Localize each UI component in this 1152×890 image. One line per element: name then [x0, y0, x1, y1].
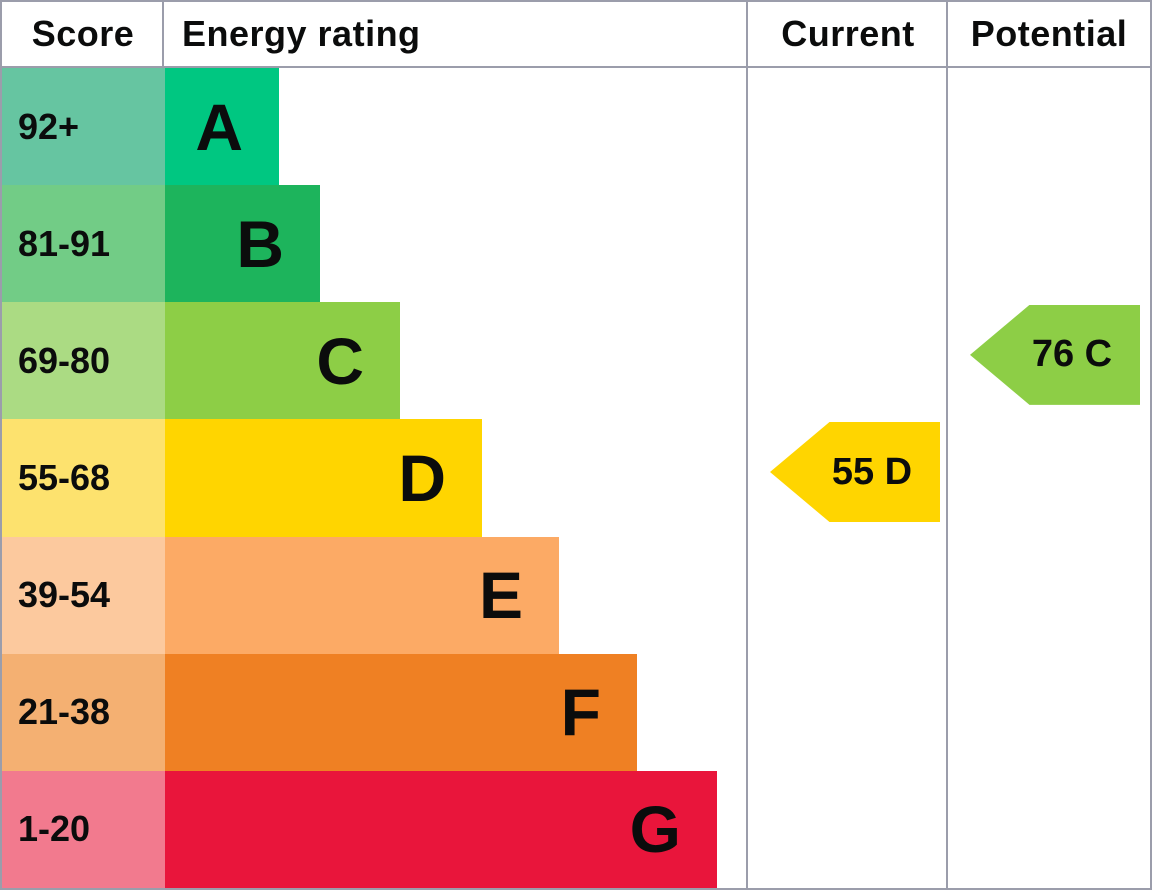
potential-rating-label: 76 C: [1031, 333, 1113, 376]
band-letter: B: [236, 206, 284, 281]
score-range: 55-68: [2, 419, 165, 537]
band-rows: 92+ A 81-91 B 69-80 C 55-68 D 39-54 E 21-38 F 1-20 G: [2, 68, 1150, 888]
score-range: 21-38: [2, 653, 165, 771]
band-row-f: 21-38 F: [2, 653, 1150, 771]
band-row-g: 1-20 G: [2, 770, 1150, 888]
band-letter: G: [629, 792, 681, 867]
rating-bar-f: F: [165, 653, 637, 771]
score-range: 69-80: [2, 302, 165, 420]
current-column-divider: [746, 2, 748, 888]
rating-bar-d: D: [165, 419, 482, 537]
band-row-c: 69-80 C: [2, 302, 1150, 420]
chart-header: Score Energy rating Current Potential: [2, 2, 1150, 68]
band-letter: F: [560, 675, 601, 750]
band-row-b: 81-91 B: [2, 185, 1150, 303]
band-letter: A: [195, 89, 243, 164]
band-letter: C: [316, 323, 364, 398]
potential-column-divider: [946, 2, 948, 888]
band-row-a: 92+ A: [2, 68, 1150, 186]
rating-bar-c: C: [165, 302, 400, 420]
band-row-e: 39-54 E: [2, 536, 1150, 654]
current-header: Current: [781, 13, 915, 54]
current-rating-label: 55 D: [831, 450, 913, 493]
band-letter: D: [398, 440, 446, 515]
rating-bar-e: E: [165, 536, 559, 654]
band-letter: E: [478, 558, 523, 633]
score-range: 81-91: [2, 185, 165, 303]
score-range: 92+: [2, 68, 165, 186]
rating-bar-b: B: [165, 185, 320, 303]
score-column-divider: [162, 2, 164, 66]
band-row-d: 55-68 D: [2, 419, 1150, 537]
rating-bar-a: A: [165, 68, 279, 186]
score-header: Score: [31, 13, 135, 54]
rating-bar-g: G: [165, 770, 717, 888]
potential-header: Potential: [970, 13, 1128, 54]
energy-rating-header: Energy rating: [182, 13, 421, 54]
score-range: 1-20: [2, 770, 165, 888]
score-range: 39-54: [2, 536, 165, 654]
